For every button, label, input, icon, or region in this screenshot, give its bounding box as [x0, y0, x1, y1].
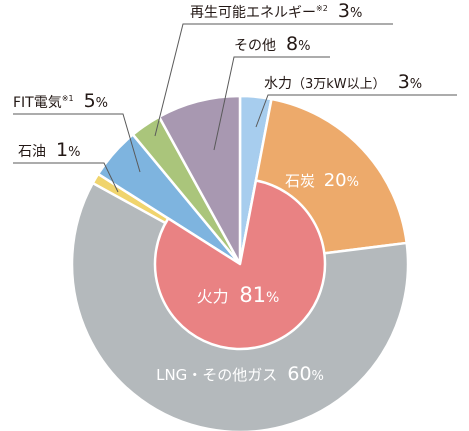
label-other: その他 8%: [234, 33, 311, 55]
leader-other: [213, 56, 330, 151]
pie-slice-7: [157, 94, 242, 266]
label-thermal: 火力 81%: [197, 283, 280, 307]
label-coal: 石炭 20%: [285, 170, 359, 191]
inner-slice-thermal: [153, 179, 327, 351]
leader-fit: [13, 113, 141, 173]
leader-hydro: [255, 94, 457, 128]
leader-lines: [13, 23, 457, 193]
label-fit: FIT電気※1 5%: [13, 90, 108, 112]
leader-oil: [13, 162, 119, 193]
label-lng: LNG・その他ガス 60%: [156, 363, 324, 385]
leader-renewable: [154, 23, 393, 137]
label-hydro: 水力（3万kW以上） 3%: [264, 71, 422, 93]
label-oil: 石油 1%: [18, 139, 81, 161]
inner-slice-group: [153, 179, 327, 351]
label-renewable: 再生可能エネルギー※2 3%: [190, 0, 362, 22]
slice-labels: 水力（3万kW以上） 3% その他 8% 再生可能エネルギー※2 3% FIT電気※1…: [13, 0, 422, 385]
